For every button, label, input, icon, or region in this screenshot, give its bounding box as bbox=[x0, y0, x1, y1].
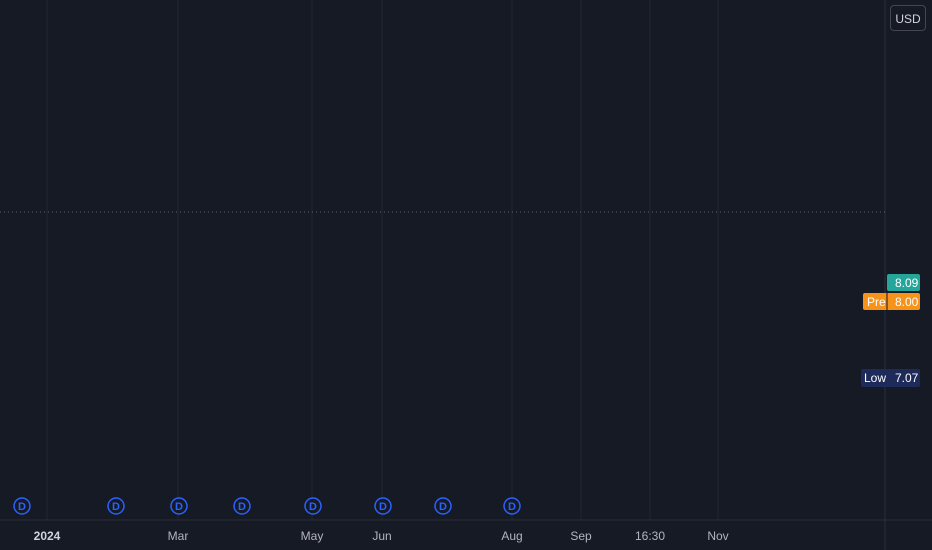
low-label: Low bbox=[864, 371, 886, 385]
dividend-marker-circle bbox=[434, 497, 452, 515]
dividend-marker-label: D bbox=[175, 501, 183, 513]
x-tick-label: 16:30 bbox=[635, 529, 665, 543]
dividend-marker[interactable]: D bbox=[503, 497, 521, 515]
pre-market-value: 8.00 bbox=[895, 295, 919, 309]
dividend-marker-label: D bbox=[439, 501, 447, 513]
dividend-marker[interactable]: D bbox=[434, 497, 452, 515]
dividend-marker-circle bbox=[107, 497, 125, 515]
dividend-marker-label: D bbox=[112, 501, 120, 513]
dividend-marker-circle bbox=[304, 497, 322, 515]
x-tick-label: Aug bbox=[501, 529, 522, 543]
dividend-marker-circle bbox=[503, 497, 521, 515]
dividend-marker[interactable]: D bbox=[304, 497, 322, 515]
x-tick-label: 2024 bbox=[34, 529, 61, 543]
dividend-marker[interactable]: D bbox=[170, 497, 188, 515]
low-value: 7.07 bbox=[895, 371, 919, 385]
dividend-marker[interactable]: D bbox=[13, 497, 31, 515]
pre-market-badge: Pre 8.00 bbox=[863, 293, 920, 310]
dividend-marker-label: D bbox=[379, 501, 387, 513]
price-badges: 8.09 Pre 8.00 Low 7.07 bbox=[861, 274, 920, 387]
x-tick-label: May bbox=[301, 529, 324, 543]
dividend-marker-label: D bbox=[238, 501, 246, 513]
pre-market-badge-bg bbox=[863, 293, 920, 310]
dividend-marker-circle bbox=[233, 497, 251, 515]
dividend-marker-circle bbox=[374, 497, 392, 515]
dividend-marker-label: D bbox=[508, 501, 516, 513]
last-price-badge-bg bbox=[887, 274, 920, 291]
dividend-marker[interactable]: D bbox=[107, 497, 125, 515]
dividend-marker-label: D bbox=[309, 501, 317, 513]
currency-button[interactable]: USD bbox=[890, 5, 926, 31]
dividend-marker-circle bbox=[170, 497, 188, 515]
dividend-marker[interactable]: D bbox=[233, 497, 251, 515]
x-tick-label: Mar bbox=[168, 529, 189, 543]
last-price-value: 8.09 bbox=[895, 276, 919, 290]
dividend-marker-label: D bbox=[18, 501, 26, 513]
low-badge: Low 7.07 bbox=[861, 369, 920, 387]
time-axis[interactable]: 2024 Mar May Jun Aug Sep 16:30 Nov bbox=[34, 529, 729, 543]
last-price-badge: 8.09 bbox=[887, 274, 920, 291]
x-tick-label: Sep bbox=[570, 529, 592, 543]
low-badge-bg bbox=[861, 369, 920, 387]
x-tick-label: Nov bbox=[707, 529, 728, 543]
dividend-marker[interactable]: D bbox=[374, 497, 392, 515]
x-tick-label: Jun bbox=[372, 529, 391, 543]
pre-market-label: Pre bbox=[867, 295, 886, 309]
dividend-marker-circle bbox=[13, 497, 31, 515]
